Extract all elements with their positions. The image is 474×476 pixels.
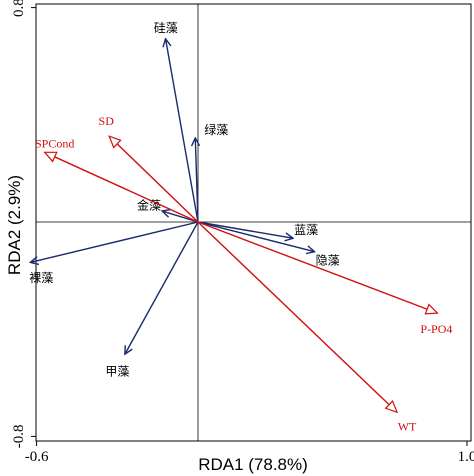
species-arrow-3 [197, 221, 292, 238]
environment-arrows: SD SPCond P-PO4 WT [35, 114, 452, 433]
species-arrow-1 [195, 139, 198, 223]
tick-labels: -0.6 1.0 0.8 -0.8 [11, 0, 474, 465]
env-arrow-wt [197, 221, 399, 414]
species-label-4: 隐藻 [316, 253, 340, 267]
y-tick-label-0: 0.8 [11, 0, 27, 17]
plot-frame [35, 3, 472, 442]
species-label-3: 蓝藻 [294, 223, 318, 237]
y-axis-title: RDA2 (2.9%) [5, 175, 24, 275]
env-arrow-sd [108, 135, 199, 223]
x-tick-label-1: 1.0 [458, 449, 474, 465]
env-arrow-spcond [43, 151, 199, 223]
env-label-sd: SD [99, 114, 115, 128]
env-label-wt: WT [398, 419, 417, 433]
species-arrow-6 [125, 221, 199, 353]
species-label-6: 甲藻 [105, 364, 129, 378]
species-arrow-4 [197, 221, 314, 251]
species-arrow-5 [31, 221, 199, 262]
env-label-spcond: SPCond [35, 136, 74, 150]
x-tick-label-0: -0.6 [25, 449, 49, 465]
species-label-0: 硅藻 [154, 21, 178, 35]
species-label-1: 绿藻 [204, 122, 228, 137]
y-tick-label-1: -0.8 [11, 425, 27, 449]
x-axis-title: RDA1 (78.8%) [198, 455, 308, 474]
species-label-5: 裸藻 [29, 270, 53, 285]
env-label-p-po4: P-PO4 [420, 322, 452, 336]
species-label-2: 金藻 [137, 197, 161, 212]
species-arrow-2 [163, 211, 199, 223]
tick-marks [31, 7, 468, 446]
env-arrow-p-po4 [197, 221, 439, 315]
species-arrow-0 [166, 40, 199, 223]
